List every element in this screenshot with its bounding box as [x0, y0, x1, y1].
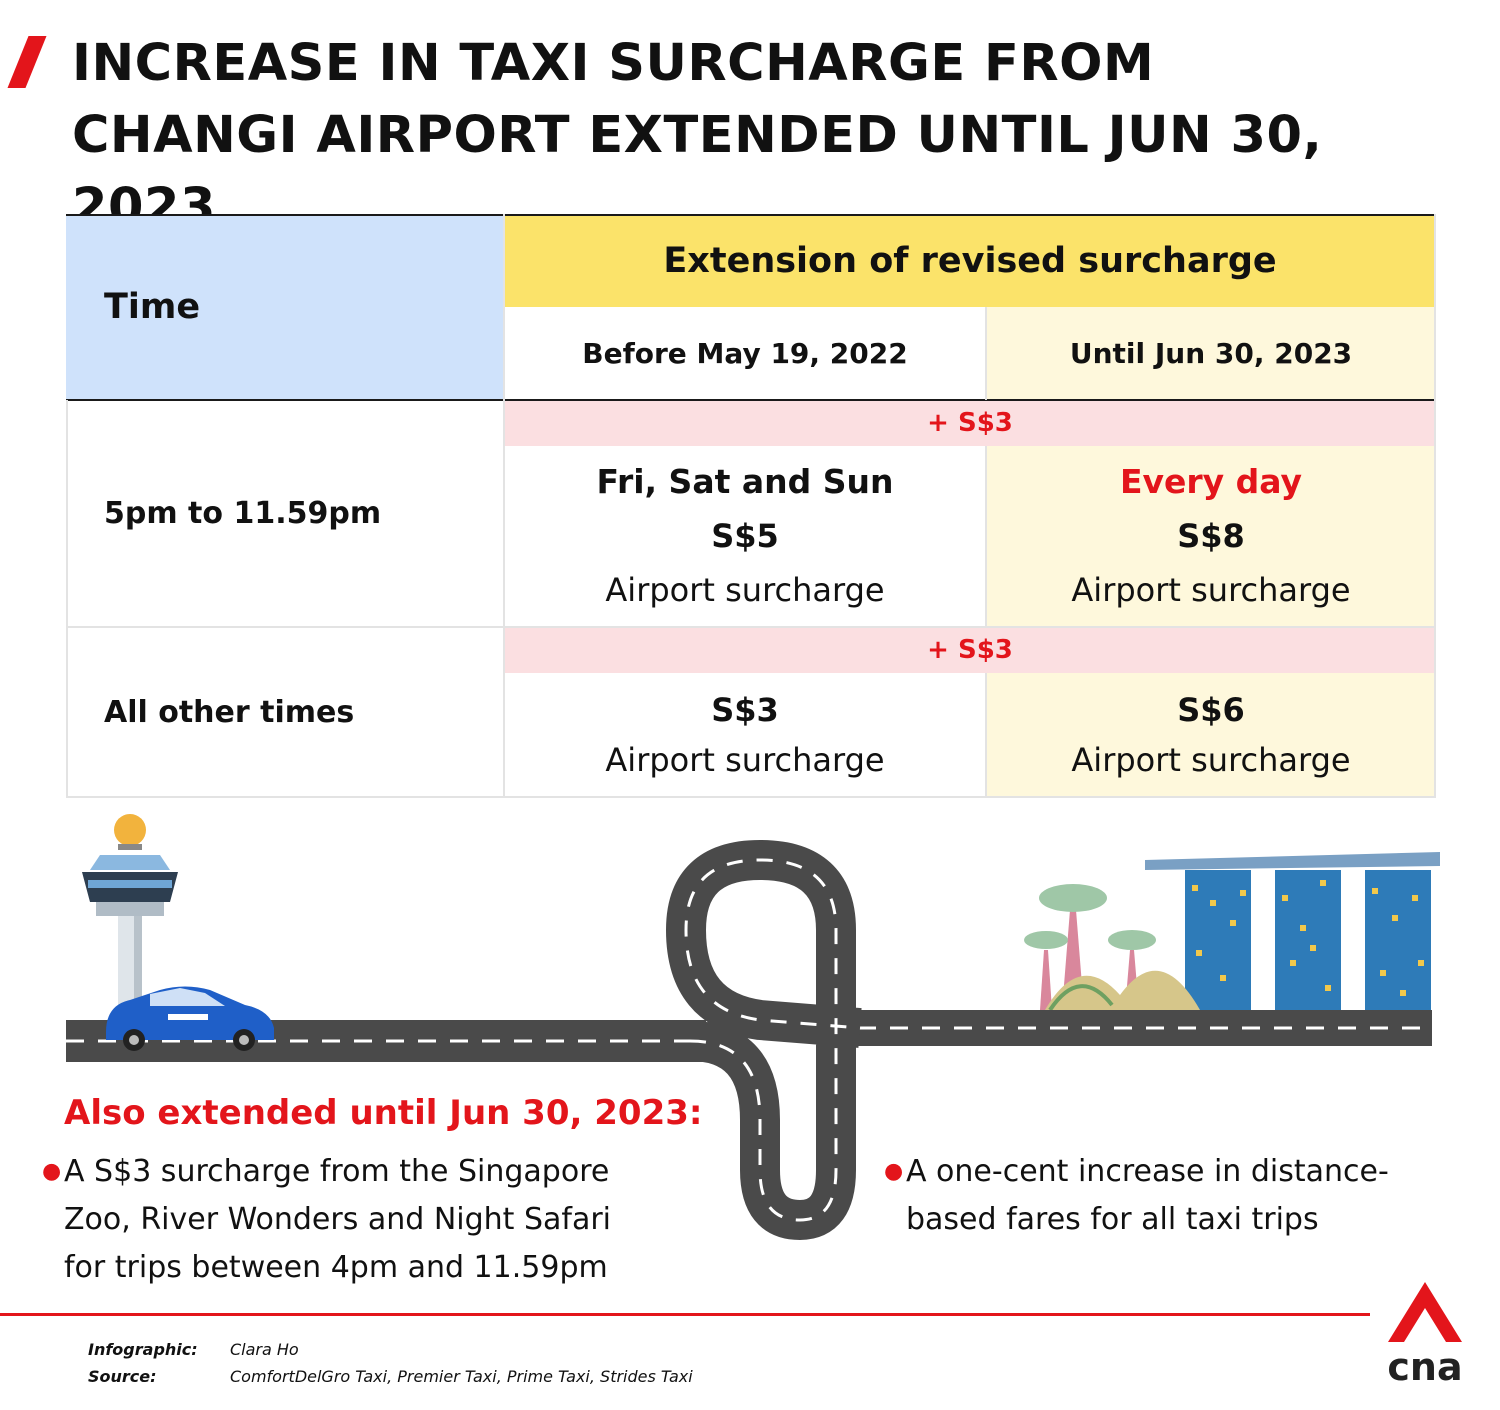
- increase-badge-other: + S$3: [504, 627, 1436, 673]
- footer-red-rule: [0, 1313, 1370, 1316]
- bullet-1-line-2: Zoo, River Wonders and Night Safari: [64, 1202, 612, 1237]
- table-bottom-rule: [66, 796, 1436, 798]
- until-label: Airport surcharge: [1071, 571, 1351, 609]
- extension-header: Extension of revised surcharge: [504, 214, 1436, 307]
- until-column-header: Until Jun 30, 2023: [986, 307, 1436, 400]
- before-label: Airport surcharge: [605, 571, 885, 609]
- page-title: INCREASE IN TAXI SURCHARGE FROM CHANGI A…: [72, 28, 1472, 244]
- table-divider-2: [985, 307, 987, 400]
- bullet-2-line-2: based fares for all taxi trips: [906, 1202, 1319, 1237]
- logo-text: cna: [1387, 1345, 1462, 1389]
- title-line-1: INCREASE IN TAXI SURCHARGE FROM: [72, 34, 1155, 93]
- marina-bay-sands-icon: [1145, 852, 1440, 1010]
- before-amount: S$5: [711, 517, 779, 555]
- until-cell-evening: Every day S$8 Airport surcharge: [986, 446, 1436, 626]
- before-amount-other: S$3: [711, 691, 779, 729]
- before-cell-other: S$3 Airport surcharge: [504, 673, 986, 797]
- infographic-label: Infographic:: [88, 1340, 198, 1359]
- bullet-dot-icon: ●: [884, 1159, 904, 1184]
- title-line-2: CHANGI AIRPORT EXTENDED UNTIL JUN 30, 20…: [72, 106, 1323, 237]
- until-label-other: Airport surcharge: [1071, 741, 1351, 779]
- table-left-border: [66, 400, 68, 798]
- source-value: ComfortDelGro Taxi, Premier Taxi, Prime …: [230, 1367, 693, 1386]
- also-extended-heading: Also extended until Jun 30, 2023:: [64, 1093, 703, 1133]
- row-label-evening: 5pm to 11.59pm: [66, 400, 504, 626]
- until-days: Every day: [1119, 462, 1303, 501]
- surcharge-table: Time Extension of revised surcharge Befo…: [66, 214, 1436, 798]
- bullet-dot-icon: ●: [42, 1159, 62, 1184]
- increase-badge-evening: + S$3: [504, 400, 1436, 446]
- bullet-zoo-surcharge: ● A S$3 surcharge from the Singapore Zoo…: [42, 1148, 612, 1292]
- bullet-distance-fares: ● A one-cent increase in distance- based…: [884, 1148, 1389, 1244]
- infographic-value: Clara Ho: [230, 1340, 299, 1359]
- control-tower-icon: [82, 814, 178, 1026]
- bullet-2-line-1: A one-cent increase in distance-: [906, 1154, 1389, 1189]
- bullet-1-line-1: A S$3 surcharge from the Singapore: [64, 1154, 610, 1189]
- table-divider-3: [985, 446, 987, 626]
- before-cell-evening: Fri, Sat and Sun S$5 Airport surcharge: [504, 446, 986, 626]
- until-amount: S$8: [1177, 517, 1245, 555]
- until-cell-other: S$6 Airport surcharge: [986, 673, 1436, 797]
- bullet-1-line-3: for trips between 4pm and 11.59pm: [64, 1250, 608, 1285]
- before-column-header: Before May 19, 2022: [504, 307, 986, 400]
- taxi-icon: [106, 986, 274, 1051]
- cna-logo: cna: [1387, 1282, 1463, 1389]
- table-top-rule: [66, 214, 1436, 216]
- table-row-divider: [66, 626, 1436, 628]
- source-label: Source:: [88, 1367, 157, 1386]
- road: [66, 839, 1432, 1241]
- table-header-rule: [66, 399, 1436, 401]
- road-illustration: [66, 814, 1440, 1241]
- table-divider-4: [985, 673, 987, 797]
- before-label-other: Airport surcharge: [605, 741, 885, 779]
- credits: Infographic: Clara Ho Source: ComfortDelGr…: [88, 1336, 693, 1390]
- until-amount-other: S$6: [1177, 691, 1245, 729]
- title-accent-slash: [7, 36, 47, 88]
- table-right-border: [1434, 214, 1436, 798]
- before-days: Fri, Sat and Sun: [596, 462, 894, 501]
- supertree-icon: [1024, 884, 1200, 1012]
- table-divider-1: [503, 214, 505, 798]
- row-label-other: All other times: [66, 627, 504, 797]
- time-header: Time: [66, 214, 504, 400]
